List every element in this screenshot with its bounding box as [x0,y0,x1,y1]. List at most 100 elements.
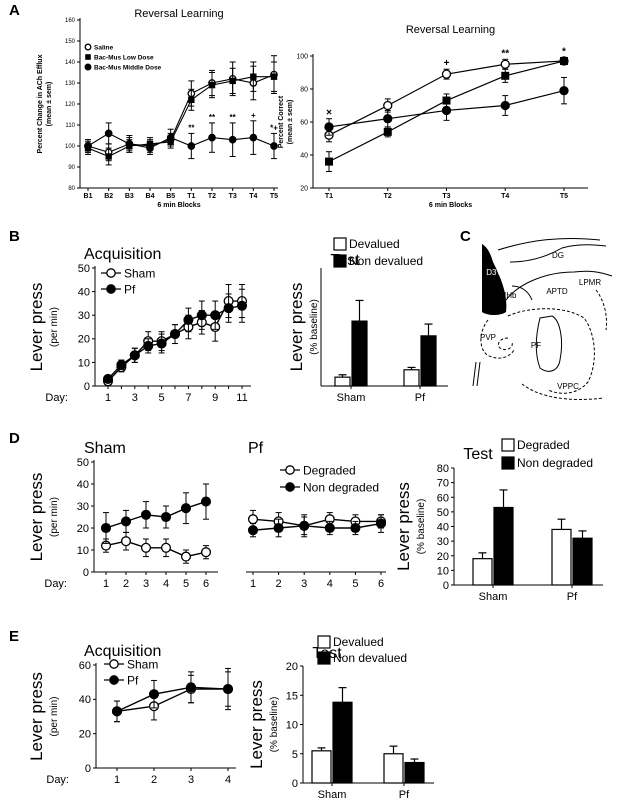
x-tick-label: 1 [114,774,120,786]
y-tick-label: 5 [292,749,298,761]
data-point [160,542,172,553]
bar-group [383,745,404,784]
chart-a2: Reversal Learning 20 40 60 80 100 Percent Corr… [278,24,588,209]
series-line [116,686,229,712]
x-tick-label: Pf [415,392,426,404]
legend-label: Bac-Mus Middle Dose [94,64,162,71]
y-tick-label: 90 [68,165,75,171]
data-point [383,127,392,136]
data-point [183,314,194,325]
chart-title: Acquisition [84,246,161,263]
series-bac-mus-middle-dose [324,76,569,136]
data-point [180,503,192,514]
y-tick-label: 50 [437,507,449,519]
panel-label-c: C [460,228,471,245]
series-degraded [247,509,387,536]
x-tick-label: 11 [236,392,247,404]
y-axis-subtitle: (per min) [49,307,60,347]
x-axis-title: Day: [46,774,69,786]
legend: Sham Pf [101,266,155,296]
data-point [166,133,175,142]
chart-d2: Pf 1 2 3 4 5 6 Degraded Non degraded [246,440,387,590]
x-tick-label: T5 [560,193,568,200]
x-tick-label: 3 [188,774,194,786]
x-tick-label: 4 [225,774,231,786]
x-tick-label: 1 [103,578,109,590]
y-tick-label: 100 [296,53,308,60]
x-axis-title: Day: [44,578,67,590]
bar [551,528,572,586]
x-tick-label: 2 [276,578,282,590]
y-tick-label: 50 [77,457,89,469]
y-tick-label: 150 [65,39,76,45]
data-point [102,373,114,384]
bar [383,753,404,784]
legend-label: Non devalued [349,254,423,268]
x-tick-label: 1 [250,578,256,590]
x-tick-label: B2 [104,193,113,200]
y-axis-subtitle: (mean ± sem) [287,100,294,145]
chart-title: Sham [84,440,126,457]
contour [497,237,601,251]
x-tick-label: 2 [151,774,157,786]
y-axis-subtitle: (per min) [49,696,60,736]
legend-marker [285,465,295,475]
data-point [223,303,234,314]
chart-b1: Acquisition 0 10 20 30 40 50 Lever press (per mi… [27,246,251,404]
data-point [270,142,278,150]
series-line [87,76,274,158]
series-non-degraded [247,514,387,538]
atlas-label: PVP [480,333,496,342]
x-tick-label: B5 [166,193,175,200]
legend-swatch [317,635,331,649]
chart-title: Test [463,446,493,463]
legend-marker [84,63,92,71]
y-tick-label: 40 [300,152,308,159]
chart-title: Reversal Learning [134,8,223,20]
data-point [208,81,216,89]
legend-swatch [333,254,347,268]
significance-mark: ** [230,113,237,122]
y-tick-label: 0 [83,567,89,579]
data-point [200,547,212,558]
series-line [252,518,381,527]
atlas-label: DG [552,251,564,260]
x-tick-label: T1 [187,193,195,200]
data-point [116,359,127,370]
x-tick-label: T4 [501,193,509,200]
x-tick-label: B1 [84,193,93,200]
tick-mark [472,361,477,387]
y-tick-label: 0 [443,580,449,592]
bar [493,506,514,586]
legend-swatch [501,438,515,452]
series-line [87,74,275,153]
data-point [84,142,92,150]
data-point [383,114,393,124]
chart-e2: Test05101520Lever press(% baseline)ShamP… [247,635,434,800]
dashed-contour [521,383,605,400]
legend-label: Devalued [333,635,384,649]
y-tick-label: 30 [78,310,90,322]
atlas-label: LPMR [579,278,601,287]
x-tick-label: 3 [143,578,149,590]
y-axis-subtitle: (% baseline) [269,697,280,753]
y-tick-label: 0 [84,381,90,393]
data-point [222,683,234,695]
data-point [125,140,134,148]
y-tick-label: 0 [292,778,298,790]
y-tick-label: 110 [65,123,75,129]
legend-marker [106,284,116,294]
y-axis-title: Lever press [287,283,306,372]
y-tick-label: 50 [78,263,90,275]
y-tick-label: 15 [286,690,298,702]
y-tick-label: 20 [300,185,308,192]
data-point [200,496,212,507]
legend-swatch [501,456,515,470]
dashed-contour [497,337,513,351]
bar [572,537,593,586]
data-point [148,689,160,700]
data-point [105,153,112,160]
series-line [105,500,207,529]
bar [403,369,420,387]
chart-b2: TestLever press(% baseline)ShamPfDevalue… [287,237,448,404]
